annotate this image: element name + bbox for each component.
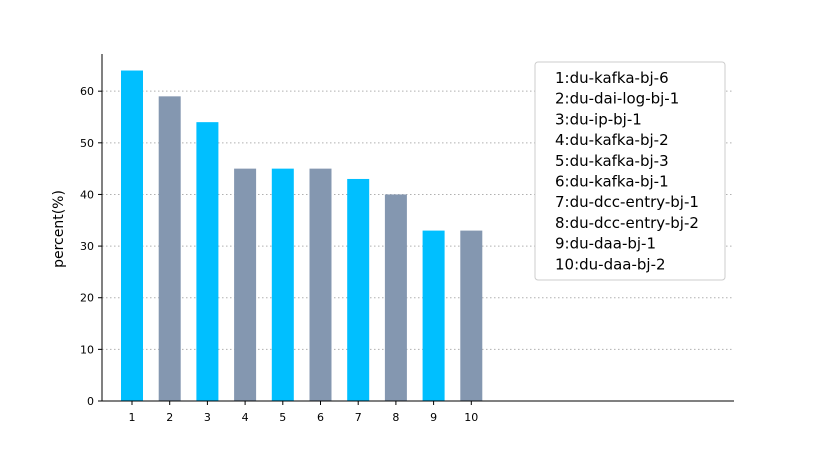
legend-entry: 10:du-daa-bj-2 bbox=[555, 255, 666, 273]
legend-entry: 6:du-kafka-bj-1 bbox=[555, 173, 669, 191]
bar bbox=[196, 122, 219, 402]
legend-entry: 8:du-dcc-entry-bj-2 bbox=[555, 214, 699, 232]
bar bbox=[158, 96, 181, 402]
bar bbox=[422, 230, 445, 401]
y-tick-label: 10 bbox=[80, 343, 94, 356]
legend-entry: 2:du-dai-log-bj-1 bbox=[555, 90, 679, 108]
bars bbox=[121, 70, 483, 402]
x-tick-label: 1 bbox=[129, 411, 136, 424]
legend-entry: 3:du-ip-bj-1 bbox=[555, 110, 642, 128]
y-tick-label: 50 bbox=[80, 137, 94, 150]
legend-entries: 1:du-kafka-bj-6 2:du-dai-log-bj-1 3:du-ip-… bbox=[555, 69, 699, 273]
x-ticks: 1 2 3 4 5 6 7 8 9 10 bbox=[129, 401, 478, 424]
x-tick-label: 5 bbox=[279, 411, 286, 424]
x-tick-label: 6 bbox=[317, 411, 324, 424]
y-ticks: 0 10 20 30 40 50 60 bbox=[80, 85, 102, 408]
bar bbox=[271, 168, 294, 401]
x-tick-label: 9 bbox=[430, 411, 437, 424]
y-tick-label: 20 bbox=[80, 292, 94, 305]
x-tick-label: 8 bbox=[392, 411, 399, 424]
x-tick-label: 4 bbox=[242, 411, 249, 424]
y-tick-label: 0 bbox=[87, 395, 94, 408]
legend-entry: 1:du-kafka-bj-6 bbox=[555, 69, 669, 87]
bar bbox=[121, 70, 143, 402]
x-tick-label: 3 bbox=[204, 411, 211, 424]
x-tick-label: 10 bbox=[464, 411, 478, 424]
legend-entry: 9:du-daa-bj-1 bbox=[555, 235, 656, 253]
legend-entry: 5:du-kafka-bj-3 bbox=[555, 152, 669, 170]
bar bbox=[460, 230, 483, 401]
legend: 1:du-kafka-bj-6 2:du-dai-log-bj-1 3:du-ip-… bbox=[534, 61, 726, 281]
bar bbox=[347, 178, 370, 401]
y-axis-label: percent(%) bbox=[51, 190, 67, 268]
bar bbox=[384, 194, 407, 401]
legend-box bbox=[534, 61, 726, 281]
legend-entry: 7:du-dcc-entry-bj-1 bbox=[555, 193, 699, 211]
y-tick-label: 60 bbox=[80, 85, 94, 98]
x-tick-label: 7 bbox=[355, 411, 362, 424]
bar bbox=[309, 168, 332, 401]
bar bbox=[234, 168, 257, 401]
y-tick-label: 30 bbox=[80, 240, 94, 253]
y-tick-label: 40 bbox=[80, 188, 94, 201]
x-tick-label: 2 bbox=[166, 411, 173, 424]
legend-entry: 4:du-kafka-bj-2 bbox=[555, 131, 669, 149]
